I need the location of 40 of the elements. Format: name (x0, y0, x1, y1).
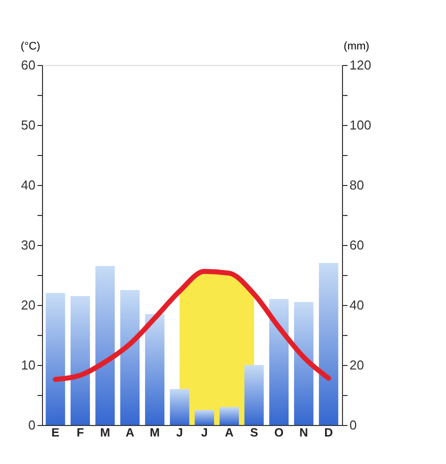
x-tick-label: A (224, 426, 234, 440)
y-axis-title: (°C) (20, 40, 40, 52)
bar (145, 314, 164, 425)
x-tick-label: S (250, 426, 258, 440)
y-tick-label: 40 (21, 178, 36, 192)
bar (318, 263, 338, 425)
bar (220, 407, 239, 425)
y2-tick-label: 0 (350, 418, 357, 432)
bar (170, 389, 190, 425)
y2-axis-title: (mm) (344, 40, 370, 52)
bar (244, 365, 264, 425)
bar (120, 290, 140, 425)
y2-tick-label: 80 (350, 178, 364, 192)
bar (269, 299, 289, 425)
y2-tick-label: 20 (350, 358, 364, 372)
bar (294, 302, 314, 425)
y2-tick-label: 100 (350, 118, 372, 132)
y-tick-label: 30 (21, 238, 36, 252)
y-tick-label: 60 (21, 58, 36, 72)
y-tick-label: 10 (21, 358, 36, 372)
y-tick-label: 50 (21, 118, 36, 132)
x-tick-label: E (51, 426, 60, 440)
bar (95, 266, 115, 425)
y2-tick-label: 120 (350, 58, 372, 72)
x-tick-label: M (150, 426, 160, 440)
y2-tick-label: 40 (350, 298, 364, 312)
y-tick-label: 20 (21, 298, 36, 312)
y-tick-label: 0 (28, 418, 36, 432)
bar (70, 296, 90, 425)
x-tick-label: O (274, 426, 284, 440)
x-tick-label: D (324, 426, 334, 440)
bar (194, 410, 214, 425)
x-tick-label: J (176, 426, 183, 440)
bar (46, 293, 66, 425)
x-tick-label: N (299, 426, 308, 440)
x-tick-label: F (76, 426, 84, 440)
x-tick-label: J (201, 426, 208, 440)
x-tick-label: A (126, 426, 135, 440)
x-tick-label: M (100, 426, 110, 440)
y2-tick-label: 60 (350, 238, 364, 252)
